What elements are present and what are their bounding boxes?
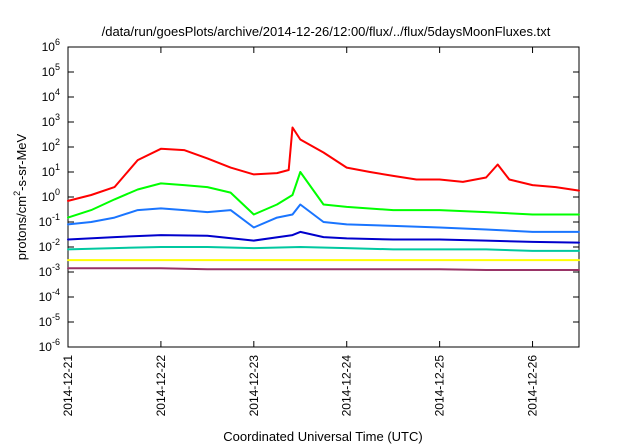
y-tick-base: 10 [42, 165, 56, 179]
y-tick-base: 10 [42, 140, 56, 154]
x-tick-label: 2014-12-24 [340, 355, 354, 417]
y-tick-label: 101 [42, 162, 60, 179]
plot-frame [67, 46, 580, 348]
y-tick-label: 10-4 [39, 287, 60, 304]
y-tick-base: 10 [39, 215, 53, 229]
y-tick-exponent: 4 [55, 87, 60, 97]
y-tick-exponent: -4 [52, 287, 60, 297]
y-tick-exponent: -5 [52, 312, 60, 322]
y-tick-exponent: -2 [52, 237, 60, 247]
y-tick-label: 10-3 [39, 262, 60, 279]
y-tick-exponent: 3 [55, 112, 60, 122]
series-line-7 [67, 267, 580, 271]
x-tick-label: 2014-12-21 [61, 355, 75, 417]
y-tick-exponent: -6 [52, 337, 60, 347]
series-line-5 [67, 246, 580, 252]
y-tick-exponent: 6 [55, 37, 60, 47]
y-tick-label: 102 [42, 137, 60, 154]
y-axis-label: protons/cm2-s-sr-MeV [12, 133, 29, 260]
x-tick-label: 2014-12-25 [433, 355, 447, 417]
y-tick-base: 10 [39, 240, 53, 254]
y-tick-base: 10 [42, 40, 56, 54]
y-tick-exponent: 5 [55, 62, 60, 72]
y-tick-base: 10 [39, 290, 53, 304]
y-tick-label: 10-1 [39, 212, 60, 229]
x-tick-label: 2014-12-23 [247, 355, 261, 417]
y-tick-label: 104 [42, 87, 60, 104]
plot-series [67, 126, 580, 271]
chart-title: /data/run/goesPlots/archive/2014-12-26/1… [102, 24, 551, 39]
y-tick-label: 10-2 [39, 237, 60, 254]
series-line-4 [67, 230, 580, 244]
y-axis: 10-610-510-410-310-210-11001011021031041… [39, 37, 579, 354]
y-tick-label: 10-5 [39, 312, 60, 329]
y-tick-label: 10-6 [39, 337, 60, 354]
y-tick-exponent: -1 [52, 212, 60, 222]
y-tick-base: 10 [39, 265, 53, 279]
y-tick-exponent: 0 [55, 187, 60, 197]
y-tick-base: 10 [39, 315, 53, 329]
y-tick-label: 106 [42, 37, 60, 54]
y-tick-base: 10 [42, 65, 56, 79]
x-tick-label: 2014-12-22 [154, 355, 168, 417]
x-axis-label: Coordinated Universal Time (UTC) [223, 429, 422, 444]
y-tick-exponent: 1 [55, 162, 60, 172]
series-line-2 [67, 171, 580, 219]
y-tick-exponent: 2 [55, 137, 60, 147]
series-line-1 [67, 126, 580, 202]
series-line-3 [67, 203, 580, 233]
y-tick-label: 100 [42, 187, 60, 204]
y-tick-base: 10 [42, 190, 56, 204]
y-tick-base: 10 [42, 90, 56, 104]
y-tick-label: 105 [42, 62, 60, 79]
x-tick-label: 2014-12-26 [526, 355, 540, 417]
y-tick-label: 103 [42, 112, 60, 129]
y-tick-base: 10 [39, 340, 53, 354]
y-tick-exponent: -3 [52, 262, 60, 272]
y-tick-base: 10 [42, 115, 56, 129]
x-axis: 2014-12-21 2014-12-22 2014-12-23 2014-12-24… [61, 47, 540, 416]
